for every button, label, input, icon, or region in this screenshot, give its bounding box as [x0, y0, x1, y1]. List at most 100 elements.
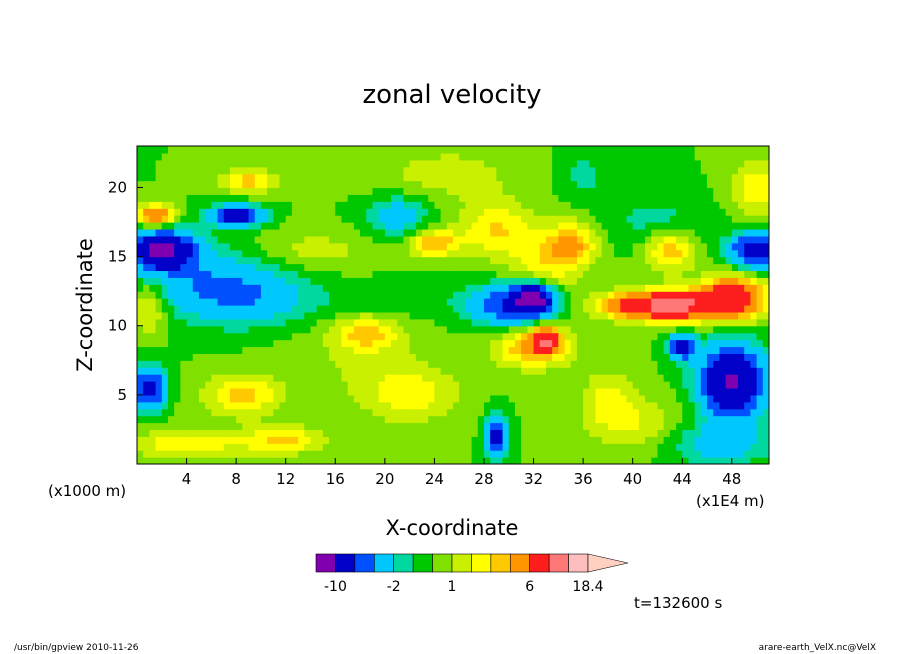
heatmap-cell	[223, 367, 231, 375]
heatmap-cell	[137, 187, 144, 195]
heatmap-cell	[378, 429, 386, 437]
heatmap-cell	[651, 387, 659, 396]
heatmap-cell	[384, 339, 392, 348]
heatmap-cell	[384, 415, 392, 424]
heatmap-cell	[391, 415, 398, 424]
heatmap-cell	[397, 318, 405, 327]
heatmap-cell	[353, 180, 361, 189]
heatmap-cell	[391, 146, 398, 154]
heatmap-cell	[694, 394, 702, 403]
heatmap-cell	[198, 277, 206, 285]
x-axis-title: X-coordinate	[386, 516, 519, 540]
heatmap-cell	[545, 318, 553, 327]
heatmap-cell	[626, 353, 634, 361]
heatmap-cell	[167, 429, 175, 437]
heatmap-cell	[316, 180, 324, 189]
heatmap-cell	[446, 367, 454, 375]
heatmap-cell	[539, 318, 547, 327]
heatmap-cell	[713, 408, 721, 417]
heatmap-cell	[744, 346, 752, 354]
heatmap-cell	[267, 270, 274, 278]
heatmap-cell	[483, 284, 491, 292]
heatmap-cell	[570, 222, 578, 230]
heatmap-cell	[415, 374, 423, 382]
heatmap-cell	[341, 187, 349, 195]
heatmap-cell	[657, 159, 665, 168]
heatmap-cell	[360, 318, 367, 327]
heatmap-cell	[186, 422, 194, 431]
heatmap-cell	[657, 360, 665, 368]
heatmap-cell	[620, 339, 628, 348]
heatmap-cell	[576, 180, 584, 189]
heatmap-cell	[682, 215, 690, 223]
heatmap-cell	[353, 443, 361, 451]
heatmap-cell	[471, 242, 479, 251]
heatmap-cell	[434, 277, 442, 285]
heatmap-cell	[483, 159, 491, 168]
heatmap-cell	[744, 311, 752, 320]
heatmap-cell	[167, 235, 175, 244]
heatmap-cell	[391, 387, 398, 396]
heatmap-cell	[756, 450, 764, 458]
heatmap-cell	[483, 166, 491, 175]
heatmap-cell	[298, 235, 305, 244]
heatmap-cell	[477, 228, 485, 237]
heatmap-cell	[620, 284, 628, 292]
heatmap-cell	[161, 311, 169, 320]
heatmap-cell	[180, 415, 188, 424]
heatmap-cell	[205, 311, 212, 320]
heatmap-cell	[428, 159, 436, 168]
heatmap-cell	[335, 381, 343, 389]
heatmap-cell	[174, 180, 181, 189]
heatmap-cell	[378, 339, 386, 348]
heatmap-cell	[453, 318, 460, 327]
heatmap-cell	[180, 215, 188, 223]
heatmap-cell	[360, 208, 367, 216]
heatmap-cell	[397, 325, 405, 334]
heatmap-cell	[217, 415, 225, 424]
heatmap-cell	[440, 346, 448, 354]
heatmap-cell	[645, 298, 652, 306]
heatmap-cell	[471, 208, 479, 216]
heatmap-cell	[260, 187, 268, 195]
heatmap-cell	[304, 173, 312, 182]
heatmap-cell	[514, 367, 522, 375]
heatmap-cell	[453, 152, 460, 161]
heatmap-cell	[428, 180, 436, 189]
heatmap-cell	[676, 180, 683, 189]
heatmap-cell	[750, 415, 758, 424]
heatmap-cell	[360, 228, 367, 237]
heatmap-cell	[676, 374, 683, 382]
heatmap-cell	[471, 374, 479, 382]
heatmap-cell	[391, 381, 398, 389]
heatmap-cell	[626, 152, 634, 161]
heatmap-cell	[651, 408, 659, 417]
heatmap-cell	[378, 242, 386, 251]
heatmap-cell	[205, 256, 212, 265]
heatmap-cell	[155, 374, 163, 382]
heatmap-cell	[341, 374, 349, 382]
heatmap-cell	[657, 291, 665, 299]
heatmap-cell	[564, 387, 572, 396]
heatmap-cell	[372, 436, 380, 444]
heatmap-cell	[155, 318, 163, 327]
heatmap-cell	[725, 263, 733, 272]
heatmap-cell	[725, 270, 733, 278]
heatmap-cell	[211, 235, 219, 244]
heatmap-cell	[453, 249, 460, 258]
heatmap-cell	[205, 374, 212, 382]
heatmap-cell	[161, 146, 169, 154]
heatmap-cell	[409, 339, 417, 348]
heatmap-cell	[310, 415, 318, 424]
heatmap-cell	[273, 408, 281, 417]
heatmap-cell	[316, 215, 324, 223]
heatmap-cell	[632, 146, 640, 154]
heatmap-cell	[545, 166, 553, 175]
heatmap-cell	[576, 152, 584, 161]
heatmap-cell	[409, 270, 417, 278]
heatmap-cell	[384, 256, 392, 265]
heatmap-cell	[180, 443, 188, 451]
heatmap-cell	[279, 291, 287, 299]
colorbar-label: -2	[387, 579, 401, 595]
heatmap-cell	[508, 381, 516, 389]
